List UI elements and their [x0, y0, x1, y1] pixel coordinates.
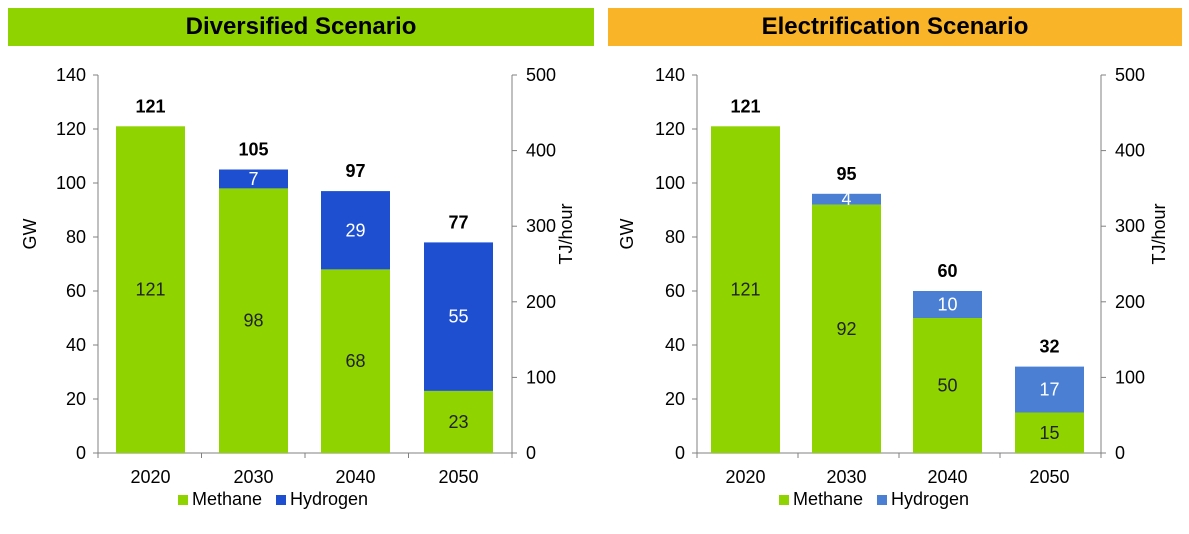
- legend-swatch-hydrogen: [877, 495, 887, 505]
- y-tick-label: 20: [66, 389, 86, 409]
- bar-methane: [913, 318, 982, 453]
- data-label-hydrogen: 29: [345, 220, 365, 240]
- data-label-hydrogen: 7: [248, 169, 258, 189]
- y2-tick-label: 300: [526, 216, 556, 236]
- y-tick-label: 80: [66, 227, 86, 247]
- y-tick-label: 120: [56, 119, 86, 139]
- y2-tick-label: 500: [1115, 65, 1145, 85]
- data-label-methane: 15: [1039, 423, 1059, 443]
- y-tick-label: 40: [66, 335, 86, 355]
- y-tick-label: 0: [675, 443, 685, 463]
- y-tick-label: 100: [655, 173, 685, 193]
- x-tick-label: 2030: [826, 467, 866, 487]
- bar-hydrogen: [913, 291, 982, 318]
- y2-tick-label: 500: [526, 65, 556, 85]
- total-label: 32: [1039, 337, 1059, 357]
- legend-label-hydrogen: Hydrogen: [891, 489, 969, 509]
- data-label-methane: 121: [135, 280, 165, 300]
- bar-methane: [812, 204, 881, 453]
- y2-axis-title: TJ/hour: [1149, 203, 1169, 264]
- legend-swatch-hydrogen: [276, 495, 286, 505]
- y-tick-label: 0: [76, 443, 86, 463]
- x-tick-label: 2050: [438, 467, 478, 487]
- bar-hydrogen: [219, 169, 288, 189]
- legend-swatch-methane: [779, 495, 789, 505]
- diversified-scenario-title: Diversified Scenario: [8, 8, 594, 46]
- bar-methane: [321, 269, 390, 453]
- bar-hydrogen: [812, 193, 881, 205]
- total-label: 97: [345, 161, 365, 181]
- data-label-hydrogen: 55: [448, 307, 468, 327]
- y-tick-label: 80: [665, 227, 685, 247]
- y-tick-label: 120: [655, 119, 685, 139]
- data-label-methane: 121: [730, 280, 760, 300]
- total-label: 95: [836, 164, 856, 184]
- total-label: 77: [448, 212, 468, 232]
- bar-hydrogen: [424, 242, 493, 391]
- data-label-methane: 92: [836, 319, 856, 339]
- y-axis-title: GW: [20, 218, 40, 249]
- total-label: 121: [135, 96, 165, 116]
- y2-tick-label: 200: [526, 292, 556, 312]
- data-label-methane: 50: [937, 376, 957, 396]
- y2-axis-title: TJ/hour: [556, 203, 576, 264]
- y-axis-title: GW: [617, 218, 637, 249]
- total-label: 121: [730, 96, 760, 116]
- x-tick-label: 2040: [927, 467, 967, 487]
- data-label-hydrogen: 4: [841, 189, 851, 209]
- y2-tick-label: 400: [526, 141, 556, 161]
- bar-methane: [116, 126, 185, 454]
- total-label: 60: [937, 261, 957, 281]
- bar-methane: [711, 126, 780, 454]
- y-tick-label: 140: [56, 65, 86, 85]
- y2-tick-label: 300: [1115, 216, 1145, 236]
- bar-hydrogen: [1015, 366, 1084, 413]
- bar-methane: [424, 390, 493, 453]
- y-tick-label: 40: [665, 335, 685, 355]
- data-label-methane: 68: [345, 351, 365, 371]
- legend-label-methane: Methane: [192, 489, 262, 509]
- y-tick-label: 100: [56, 173, 86, 193]
- x-tick-label: 2020: [725, 467, 765, 487]
- y2-tick-label: 100: [1115, 367, 1145, 387]
- y2-tick-label: 100: [526, 367, 556, 387]
- bar-hydrogen: [321, 191, 390, 270]
- y2-tick-label: 0: [526, 443, 536, 463]
- y2-tick-label: 200: [1115, 292, 1145, 312]
- electrification-scenario-title: Electrification Scenario: [608, 8, 1182, 46]
- legend-label-hydrogen: Hydrogen: [290, 489, 368, 509]
- bar-methane: [219, 188, 288, 453]
- data-label-methane: 98: [243, 311, 263, 331]
- y-tick-label: 20: [665, 389, 685, 409]
- y-tick-label: 140: [655, 65, 685, 85]
- x-tick-label: 2040: [335, 467, 375, 487]
- data-label-hydrogen: 10: [937, 295, 957, 315]
- x-tick-label: 2020: [130, 467, 170, 487]
- x-tick-label: 2050: [1029, 467, 1069, 487]
- y-tick-label: 60: [665, 281, 685, 301]
- y2-tick-label: 400: [1115, 141, 1145, 161]
- legend-swatch-methane: [178, 495, 188, 505]
- total-label: 105: [238, 140, 268, 160]
- y2-tick-label: 0: [1115, 443, 1125, 463]
- x-tick-label: 2030: [233, 467, 273, 487]
- data-label-hydrogen: 17: [1039, 380, 1059, 400]
- data-label-methane: 23: [448, 412, 468, 432]
- legend-label-methane: Methane: [793, 489, 863, 509]
- bar-methane: [1015, 412, 1084, 453]
- y-tick-label: 60: [66, 281, 86, 301]
